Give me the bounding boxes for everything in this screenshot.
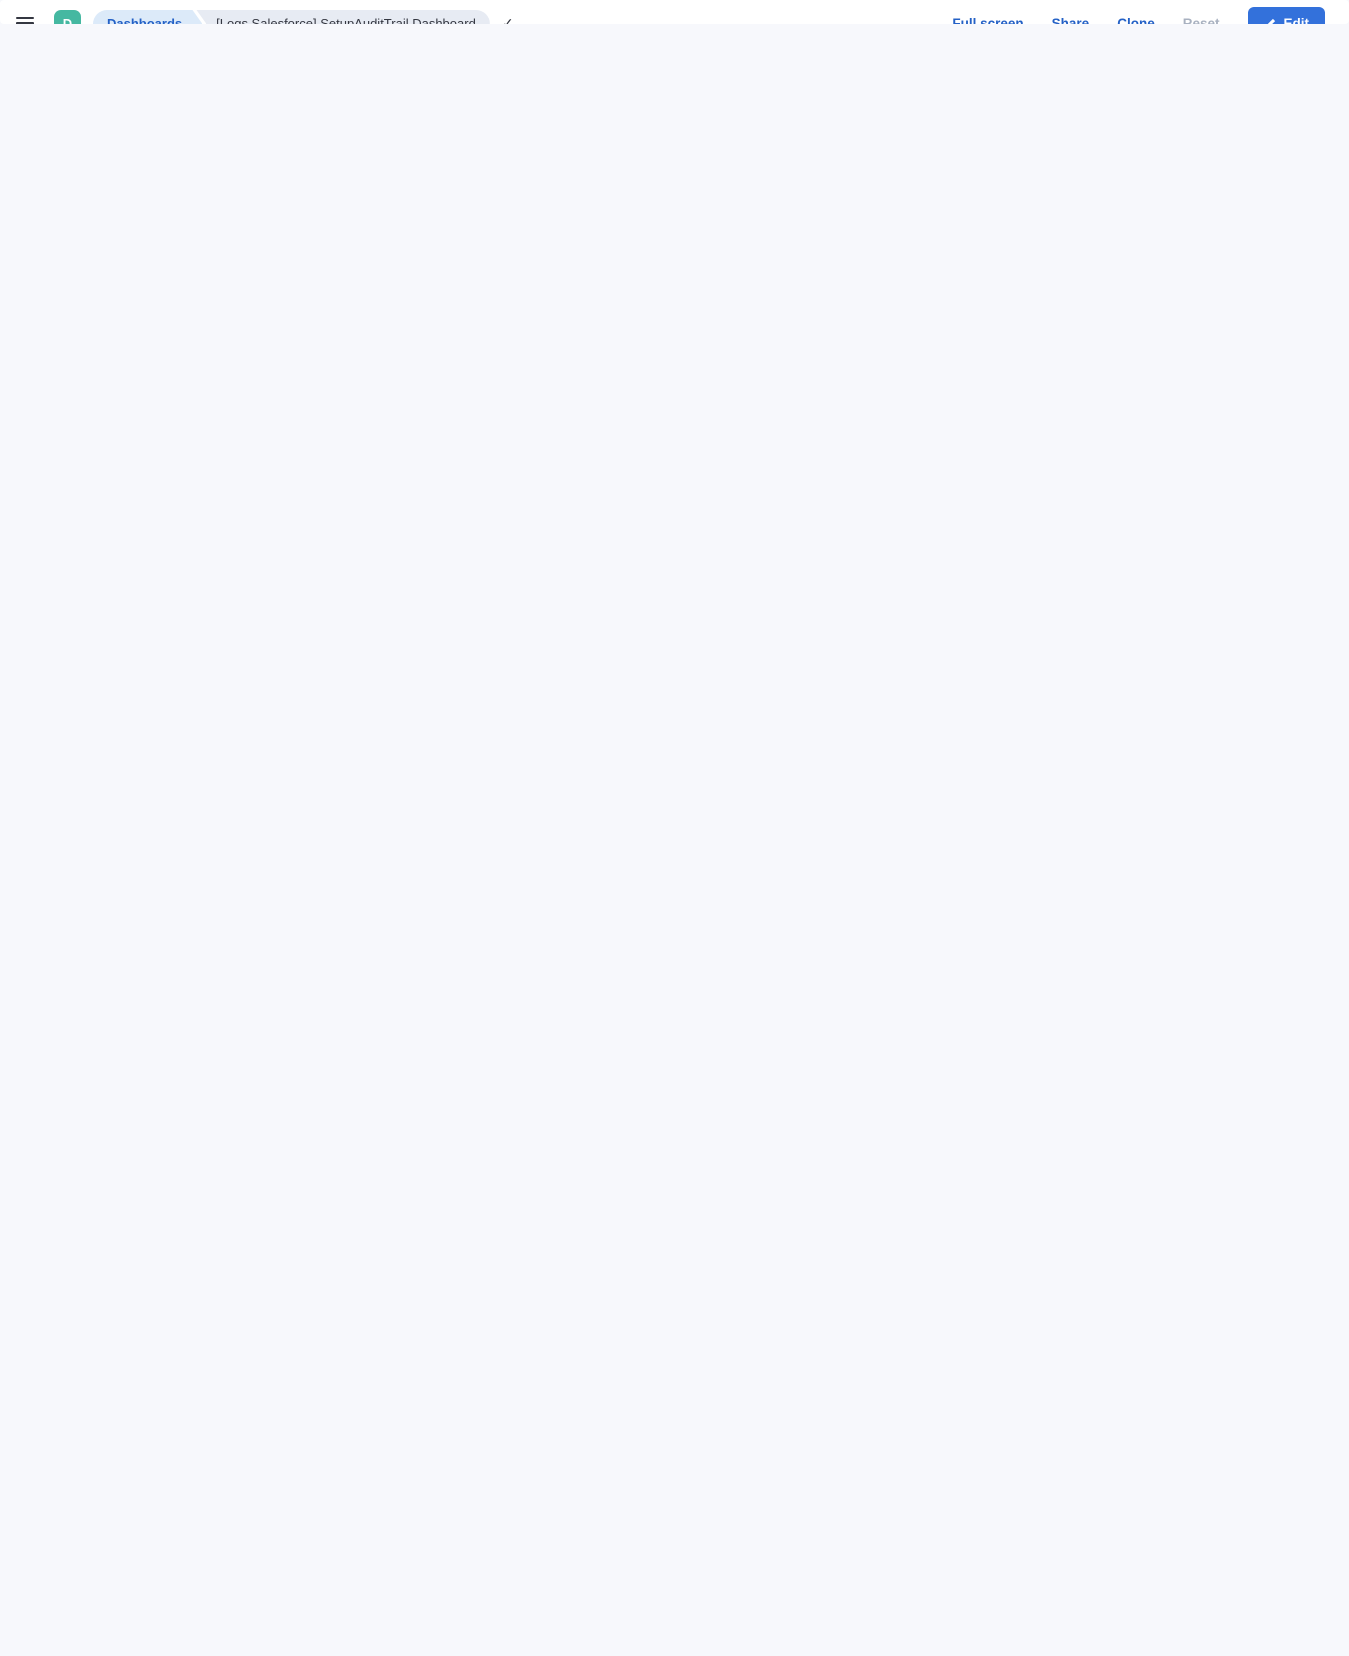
share-button[interactable]: Share [1051, 16, 1090, 24]
kibana-dashboard-page: D Dashboards [Logs Salesforce] SetupAudi… [0, 0, 1349, 24]
clone-button[interactable]: Clone [1117, 16, 1155, 24]
breadcrumb-current-dashboard: [Logs Salesforce] SetupAuditTrail Dashbo… [196, 9, 490, 24]
saved-check-icon: ✓ [501, 15, 514, 24]
top-navigation-bar: D Dashboards [Logs Salesforce] SetupAudi… [0, 0, 1349, 24]
pencil-icon [1264, 17, 1277, 24]
edit-button[interactable]: Edit [1247, 6, 1325, 24]
breadcrumb-dashboards[interactable]: Dashboards [93, 10, 202, 25]
full-screen-button[interactable]: Full screen [952, 16, 1024, 24]
space-avatar[interactable]: D [54, 10, 81, 24]
reset-button: Reset [1182, 16, 1220, 24]
nav-actions: Full screen Share Clone Reset Edit [952, 6, 1325, 24]
menu-icon[interactable] [16, 16, 34, 24]
